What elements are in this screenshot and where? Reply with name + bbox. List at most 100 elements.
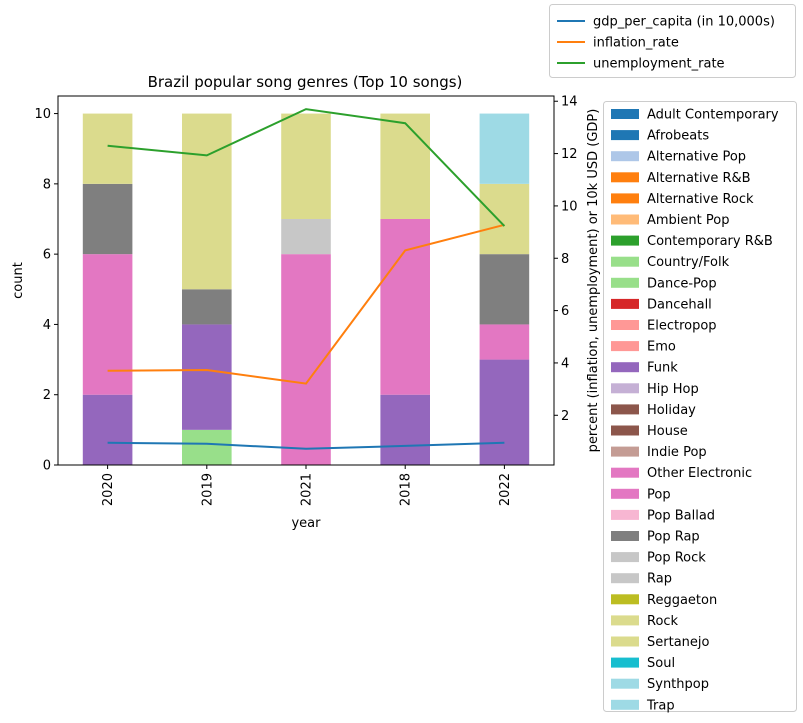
y2-tick-label: 6 <box>561 304 569 319</box>
y-tick-label: 4 <box>43 318 51 333</box>
genre-legend-swatch <box>611 467 639 478</box>
genre-legend-swatch <box>611 256 639 267</box>
genre-legend-swatch <box>611 636 639 647</box>
bar-2021-rap <box>281 219 331 255</box>
genre-legend-swatch <box>611 298 639 309</box>
genre-legend: Adult Contemporary Afrobeats Alternative P… <box>603 101 797 713</box>
genre-legend-swatch <box>611 130 639 141</box>
genre-legend-swatch <box>611 320 639 330</box>
genre-legend-swatch <box>611 383 639 394</box>
genre-legend-label: Pop Ballad <box>647 508 715 523</box>
series-line-0 <box>107 441 505 450</box>
x-axis: 2020 2019 2021 2018 2022 <box>101 465 513 506</box>
x-tick-label: 2019 <box>200 473 215 506</box>
bar-2020-pop-rap <box>82 183 133 255</box>
genre-legend-label: Electropop <box>647 319 717 334</box>
genre-legend-swatch <box>611 109 639 119</box>
y2-axis-label: percent (inflation, unemployment) or 10k… <box>586 109 601 453</box>
genre-legend-swatch <box>611 214 639 225</box>
bar-2019-dance-pop <box>182 429 232 465</box>
genre-legend-swatch <box>611 594 639 605</box>
line-legend-label: gdp_per_capita (in 10,000s) <box>593 15 775 30</box>
genre-legend-label: Alternative R&B <box>647 171 751 186</box>
genre-legend-label: Adult Contemporary <box>647 108 779 123</box>
genre-legend-label: Alternative Rock <box>647 192 754 207</box>
bar-2022-trap <box>479 113 530 184</box>
genre-legend-label: Pop <box>647 487 671 502</box>
genre-legend-label: Funk <box>647 361 678 376</box>
line-legend-label: inflation_rate <box>593 36 679 51</box>
line-legend: gdp_per_capita (in 10,000s) inflation_rat… <box>549 4 796 78</box>
y2-tick-label: 8 <box>561 252 569 267</box>
bar-2020-funk <box>82 394 133 465</box>
genre-legend-swatch <box>611 699 639 710</box>
genre-legend-label: Contemporary R&B <box>647 234 773 249</box>
genre-legend-swatch <box>611 552 639 563</box>
genre-legend-label: Hip Hop <box>647 382 699 397</box>
genre-legend-swatch <box>611 678 639 689</box>
genre-legend-label: Reggaeton <box>647 593 717 608</box>
bar-layer <box>82 113 530 465</box>
bar-2021-sertanejo <box>281 113 331 219</box>
genre-legend-swatch <box>611 573 639 584</box>
genre-legend-label: Country/Folk <box>647 255 730 270</box>
y-axis-left: 0 2 4 6 8 10 <box>34 107 58 474</box>
genre-legend-label: Dance-Pop <box>647 276 717 291</box>
genre-legend-label: Pop Rap <box>647 530 700 545</box>
genre-legend-swatch <box>611 277 639 288</box>
y-tick-label: 10 <box>34 107 51 122</box>
bar-2018-pop <box>380 219 430 395</box>
y2-tick-label: 10 <box>561 199 578 214</box>
bar-2021-pop <box>281 254 331 465</box>
bar-2020-sertanejo <box>82 113 133 184</box>
genre-legend-label: Other Electronic <box>647 466 752 481</box>
bar-2022-sertanejo <box>479 183 530 255</box>
genre-legend-label: Ambient Pop <box>647 213 729 228</box>
genre-legend-swatch <box>611 488 639 499</box>
y-axis-label: count <box>11 262 26 299</box>
x-tick-label: 2022 <box>498 473 513 506</box>
bar-2022-pop-rap <box>479 254 530 325</box>
genre-legend-label: Trap <box>646 698 675 713</box>
line-legend-label: unemployment_rate <box>593 57 725 72</box>
bar-2022-pop <box>479 324 530 360</box>
genre-legend-label: Afrobeats <box>647 129 709 144</box>
bar-2022-funk <box>479 359 530 465</box>
genre-legend-swatch <box>611 341 639 352</box>
y-tick-label: 8 <box>43 177 51 192</box>
genre-legend-swatch <box>611 509 639 520</box>
y2-tick-label: 2 <box>561 409 569 424</box>
y-tick-label: 0 <box>43 459 51 474</box>
y2-tick-label: 4 <box>561 356 569 371</box>
bar-2018-sertanejo <box>380 113 430 219</box>
bar-2019-sertanejo <box>182 113 232 290</box>
genre-legend-label: House <box>647 424 688 439</box>
bar-2019-pop-rap <box>182 289 232 325</box>
line-layer <box>107 108 506 450</box>
genre-legend-frame <box>603 101 797 712</box>
bar-2019-funk <box>182 324 232 430</box>
genre-legend-label: Synthpop <box>647 677 709 692</box>
genre-legend-swatch <box>611 235 639 246</box>
y-axis-right: 2 4 6 8 10 12 14 <box>554 95 578 424</box>
genre-legend-label: Rap <box>647 572 672 587</box>
series-line-1 <box>107 223 505 385</box>
x-axis-label: year <box>291 516 321 531</box>
genre-legend-swatch <box>611 193 639 204</box>
y-tick-label: 2 <box>43 388 51 403</box>
genre-legend-swatch <box>611 404 639 415</box>
genre-legend-label: Emo <box>647 340 676 355</box>
x-tick-label: 2018 <box>399 473 414 506</box>
genre-legend-label: Dancehall <box>647 297 712 312</box>
genre-legend-label: Pop Rock <box>647 551 706 566</box>
genre-legend-swatch <box>611 172 639 183</box>
genre-legend-swatch <box>611 425 639 436</box>
genre-legend-label: Alternative Pop <box>647 150 746 165</box>
genre-legend-label: Soul <box>647 656 675 671</box>
x-tick-label: 2021 <box>300 473 315 506</box>
genre-legend-swatch <box>611 362 639 373</box>
genre-legend-label: Rock <box>647 614 679 629</box>
genre-legend-swatch <box>611 615 639 626</box>
genre-legend-label: Indie Pop <box>647 445 707 460</box>
bar-2020-pop <box>82 254 133 395</box>
